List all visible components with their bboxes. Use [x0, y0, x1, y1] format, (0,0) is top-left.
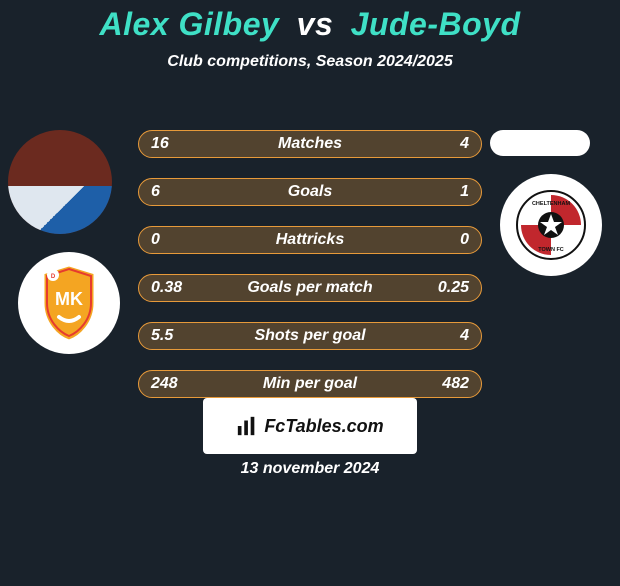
stat-value-right: 0	[460, 231, 469, 249]
infographic-date: 13 november 2024	[0, 460, 620, 478]
stat-value-left: 6	[151, 183, 160, 201]
svg-text:CHELTENHAM: CHELTENHAM	[532, 201, 571, 207]
stat-value-right: 4	[460, 327, 469, 345]
stat-label: Matches	[139, 135, 481, 153]
stat-row: 0.38Goals per match0.25	[138, 274, 482, 302]
comparison-title: Alex Gilbey vs Jude-Boyd	[0, 6, 620, 43]
subtitle: Club competitions, Season 2024/2025	[0, 53, 620, 71]
stat-label: Min per goal	[139, 375, 481, 393]
stat-value-right: 482	[442, 375, 469, 393]
stat-row: 0Hattricks0	[138, 226, 482, 254]
stat-value-right: 1	[460, 183, 469, 201]
fctables-text: FcTables.com	[264, 416, 383, 437]
vs-label: vs	[297, 6, 334, 42]
player1-avatar-jersey	[8, 186, 112, 234]
stat-value-left: 0.38	[151, 279, 182, 297]
player1-avatar	[8, 130, 112, 234]
stat-value-left: 5.5	[151, 327, 173, 345]
stat-value-right: 0.25	[438, 279, 469, 297]
stat-value-right: 4	[460, 135, 469, 153]
stat-row: 6Goals1	[138, 178, 482, 206]
stats-panel: 16Matches46Goals10Hattricks00.38Goals pe…	[138, 130, 482, 418]
stat-label: Hattricks	[139, 231, 481, 249]
fctables-badge: FcTables.com	[203, 398, 417, 454]
svg-text:TOWN FC: TOWN FC	[538, 247, 564, 253]
svg-text:D: D	[51, 274, 56, 280]
cheltenham-badge-icon: CHELTENHAM TOWN FC	[515, 189, 587, 261]
stat-value-left: 248	[151, 375, 178, 393]
bar-chart-icon	[236, 415, 258, 437]
player2-name: Jude-Boyd	[351, 6, 521, 42]
stat-row: 248Min per goal482	[138, 370, 482, 398]
stat-value-left: 16	[151, 135, 169, 153]
stat-row: 16Matches4	[138, 130, 482, 158]
stat-label: Goals	[139, 183, 481, 201]
mk-dons-shield-icon: D MK	[37, 263, 101, 343]
stat-label: Goals per match	[139, 279, 481, 297]
svg-text:MK: MK	[55, 289, 83, 309]
stat-value-left: 0	[151, 231, 160, 249]
player1-name: Alex Gilbey	[99, 6, 279, 42]
player2-club-badge: CHELTENHAM TOWN FC	[500, 174, 602, 276]
stat-row: 5.5Shots per goal4	[138, 322, 482, 350]
player1-club-badge: D MK	[18, 252, 120, 354]
player2-avatar	[490, 130, 590, 156]
stat-label: Shots per goal	[139, 327, 481, 345]
